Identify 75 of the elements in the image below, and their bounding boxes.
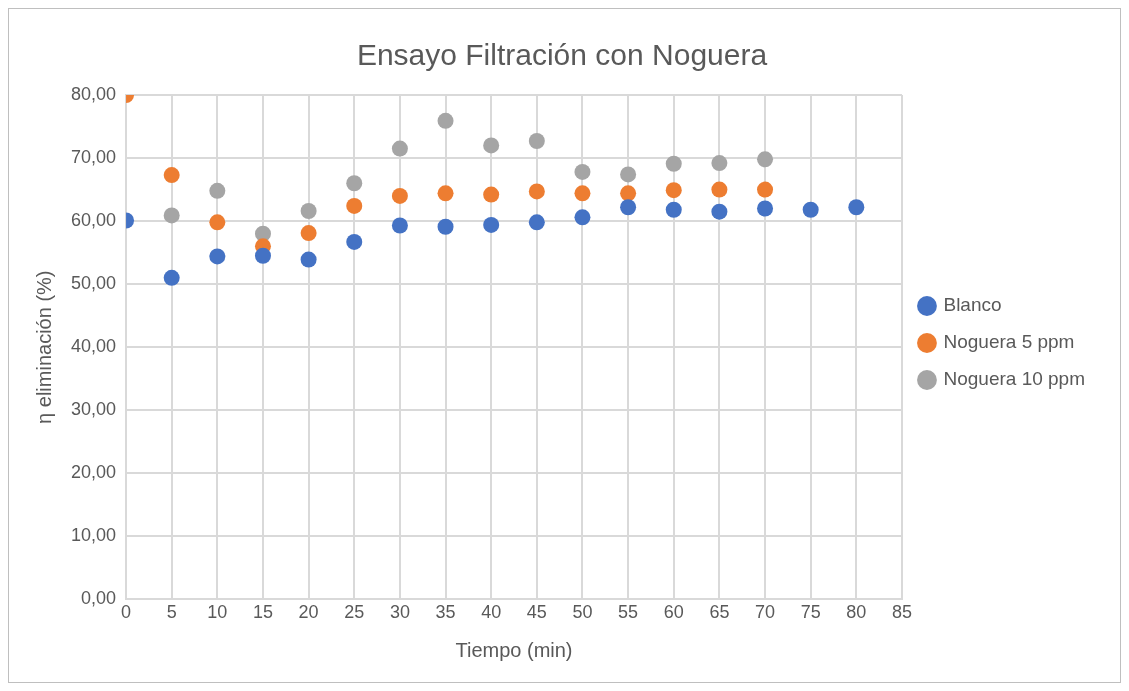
point bbox=[620, 199, 637, 216]
point bbox=[802, 201, 819, 218]
point bbox=[757, 200, 774, 217]
x-tick-label: 60 bbox=[663, 602, 684, 623]
x-tick-label: 30 bbox=[389, 602, 410, 623]
point bbox=[711, 181, 728, 198]
y-tick-label: 50,00 bbox=[71, 273, 117, 294]
point bbox=[483, 186, 500, 203]
point bbox=[209, 248, 226, 265]
point bbox=[483, 137, 500, 154]
y-tick-label: 70,00 bbox=[71, 147, 117, 168]
point bbox=[574, 163, 591, 180]
point bbox=[254, 247, 271, 264]
point bbox=[346, 233, 363, 250]
y-tick-label: 60,00 bbox=[71, 210, 117, 231]
x-tick-label: 75 bbox=[800, 602, 821, 623]
point bbox=[665, 182, 682, 199]
x-tick-label: 25 bbox=[344, 602, 365, 623]
legend-label: Noguera 5 ppm bbox=[943, 331, 1075, 353]
point bbox=[528, 183, 545, 200]
point bbox=[163, 167, 180, 184]
x-tick-label: 45 bbox=[526, 602, 547, 623]
point bbox=[300, 251, 317, 268]
point bbox=[437, 112, 454, 129]
x-tick-label: 85 bbox=[891, 602, 912, 623]
point bbox=[209, 214, 226, 231]
point bbox=[620, 166, 637, 183]
point bbox=[346, 175, 363, 192]
y-tick-label: 0,00 bbox=[81, 588, 117, 609]
point bbox=[209, 182, 226, 199]
x-tick-label: 35 bbox=[435, 602, 456, 623]
point bbox=[574, 185, 591, 202]
y-axis-title: η eliminación (%) bbox=[32, 270, 55, 424]
point bbox=[757, 151, 774, 168]
point bbox=[437, 185, 454, 202]
legend-label: Noguera 10 ppm bbox=[943, 368, 1086, 390]
x-tick-label: 0 bbox=[121, 602, 132, 623]
x-tick-label: 80 bbox=[846, 602, 867, 623]
point bbox=[757, 181, 774, 198]
legend-label: Blanco bbox=[943, 294, 1002, 316]
point bbox=[300, 225, 317, 242]
point bbox=[665, 155, 682, 172]
point bbox=[711, 155, 728, 172]
point bbox=[300, 203, 317, 220]
y-tick-label: 10,00 bbox=[71, 525, 117, 546]
chart-title: Ensayo Filtración con Noguera bbox=[356, 38, 768, 72]
x-axis-title: Tiempo (min) bbox=[455, 638, 573, 661]
point bbox=[528, 133, 545, 150]
point bbox=[437, 218, 454, 235]
x-tick-label: 65 bbox=[709, 602, 730, 623]
x-tick-label: 5 bbox=[166, 602, 177, 623]
point bbox=[711, 203, 728, 220]
x-tick-label: 55 bbox=[618, 602, 639, 623]
point bbox=[528, 214, 545, 231]
point bbox=[346, 197, 363, 214]
y-tick-label: 30,00 bbox=[71, 399, 117, 420]
x-tick-label: 20 bbox=[298, 602, 319, 623]
x-tick-label: 50 bbox=[572, 602, 593, 623]
x-tick-label: 70 bbox=[755, 602, 776, 623]
x-tick-label: 15 bbox=[252, 602, 273, 623]
y-tick-label: 20,00 bbox=[71, 462, 117, 483]
point bbox=[665, 201, 682, 218]
point bbox=[574, 209, 591, 226]
x-tick-label: 10 bbox=[207, 602, 228, 623]
point bbox=[848, 199, 865, 216]
y-tick-label: 40,00 bbox=[71, 336, 117, 357]
point bbox=[163, 269, 180, 286]
point bbox=[163, 207, 180, 224]
y-tick-label: 80,00 bbox=[71, 83, 117, 104]
point bbox=[620, 185, 637, 202]
point bbox=[391, 140, 408, 157]
point bbox=[391, 217, 408, 234]
x-tick-label: 40 bbox=[481, 602, 502, 623]
point bbox=[483, 216, 500, 233]
point bbox=[391, 187, 408, 204]
